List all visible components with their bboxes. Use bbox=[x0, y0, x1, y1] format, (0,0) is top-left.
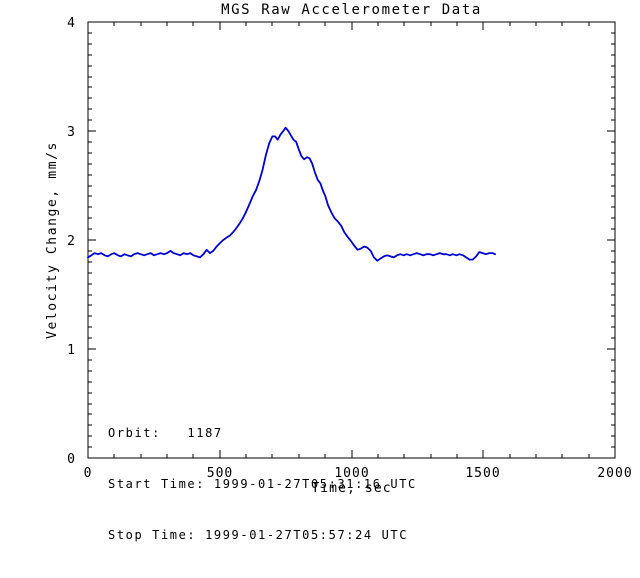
start-time-annotation: Start Time: 1999-01-27T05:31:16 UTC bbox=[108, 477, 417, 491]
x-tick-label: 1000 bbox=[334, 466, 369, 481]
x-tick-label: 0 bbox=[84, 466, 93, 481]
annotation-block: Orbit: 1187 Start Time: 1999-01-27T05:31… bbox=[108, 391, 417, 578]
velocity-change-line bbox=[87, 126, 497, 262]
plot-canvas: 0 500 1000 1500 2000 0 1 2 3 4 bbox=[67, 16, 632, 481]
x-tick-label: 1500 bbox=[465, 466, 500, 481]
mgs-accelerometer-figure: 0 500 1000 1500 2000 0 1 2 3 4 MGS Raw Accelerome… bbox=[45, 2, 632, 542]
x-tick-label: 500 bbox=[207, 466, 233, 481]
y-axis-title: Velocity Change, mm/s bbox=[45, 141, 60, 339]
stop-time-annotation: Stop Time: 1999-01-27T05:57:24 UTC bbox=[108, 528, 409, 542]
x-axis-title: Time, sec bbox=[311, 481, 392, 496]
y-tick-label: 2 bbox=[67, 234, 76, 249]
orbit-annotation: Orbit: 1187 bbox=[108, 426, 223, 440]
chart-title: MGS Raw Accelerometer Data bbox=[221, 2, 482, 18]
y-tick-label: 1 bbox=[67, 343, 76, 358]
y-tick-label: 3 bbox=[67, 125, 76, 140]
y-tick-label: 0 bbox=[67, 452, 76, 467]
y-tick-label: 4 bbox=[67, 16, 76, 31]
x-tick-label: 2000 bbox=[597, 466, 632, 481]
